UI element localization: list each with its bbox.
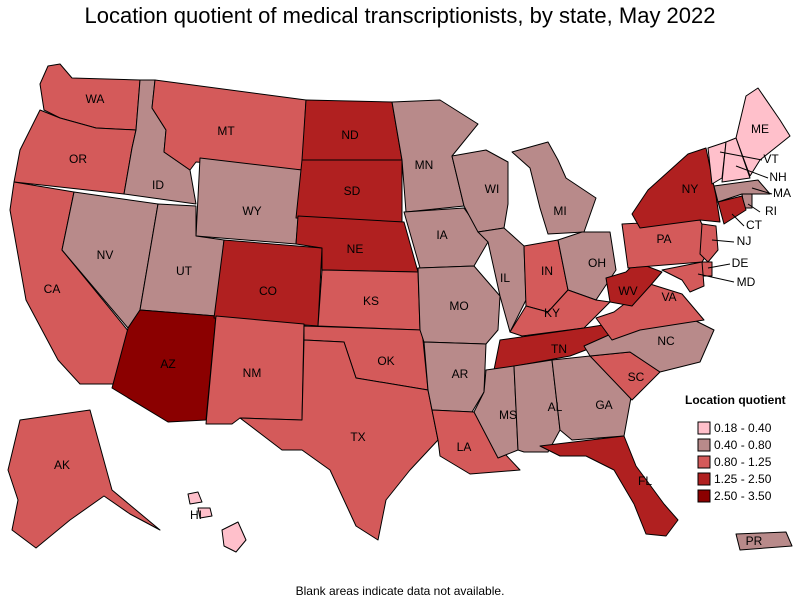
state-label-az: AZ — [160, 357, 175, 371]
state-wi — [451, 149, 509, 233]
state-label-ar: AR — [452, 367, 469, 381]
state-md — [661, 261, 705, 293]
state-label-ok: OK — [377, 354, 394, 368]
state-label-la: LA — [457, 440, 472, 454]
state-label-ks: KS — [363, 294, 379, 308]
state-label-me: ME — [751, 122, 769, 136]
state-label-id: ID — [152, 178, 164, 192]
state-fl — [539, 435, 679, 537]
state-label-nd: ND — [341, 128, 359, 142]
leader-line-md — [697, 273, 735, 283]
state-ct — [717, 195, 747, 225]
state-va — [595, 283, 705, 341]
state-label-de: DE — [732, 256, 749, 270]
state-label-md: MD — [737, 275, 756, 289]
state-label-mi: MI — [553, 204, 566, 218]
leader-line-ma — [751, 187, 773, 195]
legend: Location quotient 0.18 - 0.40 0.40 - 0.80… — [685, 393, 786, 503]
state-label-or: OR — [69, 152, 87, 166]
state-il — [477, 227, 527, 333]
leader-line-de — [707, 263, 731, 269]
legend-title: Location quotient — [685, 393, 786, 407]
state-label-nm: NM — [243, 366, 262, 380]
state-label-ut: UT — [176, 264, 193, 278]
leader-line-vt — [719, 151, 763, 161]
state-label-vt: VT — [763, 152, 779, 166]
state-label-in: IN — [541, 264, 553, 278]
state-label-sd: SD — [344, 184, 361, 198]
state-label-ne: NE — [347, 242, 364, 256]
legend-swatch-3 — [697, 472, 711, 486]
leader-line-nj — [711, 239, 735, 243]
state-wv — [605, 261, 663, 307]
state-de — [701, 261, 713, 277]
state-label-nh: NH — [769, 170, 786, 184]
state-label-ak: AK — [54, 458, 70, 472]
state-label-fl: FL — [638, 474, 652, 488]
state-label-ma: MA — [773, 186, 791, 200]
state-label-tx: TX — [350, 430, 365, 444]
state-wy — [195, 157, 303, 245]
state-label-co: CO — [259, 284, 277, 298]
state-nj — [699, 223, 719, 263]
state-tx — [239, 339, 439, 541]
legend-label-1: 0.40 - 0.80 — [714, 438, 772, 452]
state-mo — [417, 265, 501, 345]
legend-label-0: 0.18 - 0.40 — [714, 421, 772, 435]
state-label-tn: TN — [551, 342, 567, 356]
legend-swatch-4 — [697, 489, 711, 503]
leader-line-ri — [747, 203, 761, 213]
legend-swatch-1 — [697, 438, 711, 452]
state-pr — [735, 531, 793, 551]
state-label-ms: MS — [499, 408, 517, 422]
state-label-il: IL — [500, 271, 510, 285]
legend-label-4: 2.50 - 3.50 — [714, 489, 772, 503]
state-label-ky: KY — [544, 306, 560, 320]
legend-label-2: 0.80 - 1.25 — [714, 455, 772, 469]
state-label-ny: NY — [682, 182, 699, 196]
state-label-wi: WI — [485, 182, 500, 196]
legend-swatch-0 — [697, 421, 711, 435]
leader-lines — [697, 151, 773, 283]
state-label-nc: NC — [657, 334, 675, 348]
leader-line-nh — [735, 165, 769, 179]
state-label-wy: WY — [242, 204, 261, 218]
state-label-ia: IA — [436, 228, 447, 242]
state-label-wv: WV — [618, 284, 637, 298]
state-label-al: AL — [548, 400, 563, 414]
legend-swatch-2 — [697, 455, 711, 469]
legend-label-3: 1.25 - 2.50 — [714, 472, 772, 486]
state-me — [735, 87, 791, 177]
state-ky — [509, 289, 611, 337]
state-label-ri: RI — [765, 204, 777, 218]
state-ia — [403, 207, 489, 269]
map-title: Location quotient of medical transcripti… — [84, 3, 716, 28]
state-mi — [511, 141, 597, 235]
state-nh — [721, 137, 751, 183]
labels-layer: WA OR CA ID NV MT WY UT AZ CO NM ND SD NE KS OK TX MN IA MO… — [44, 92, 791, 548]
state-label-sc: SC — [628, 370, 645, 384]
state-hi — [187, 491, 247, 553]
state-co — [213, 239, 323, 327]
footnote: Blank areas indicate data not available. — [295, 584, 505, 598]
state-label-hi: HI — [190, 508, 202, 522]
leader-line-ct — [731, 213, 745, 227]
state-label-nv: NV — [97, 248, 114, 262]
state-label-pr: PR — [746, 534, 763, 548]
state-ak — [7, 409, 161, 549]
state-label-va: VA — [661, 290, 676, 304]
state-label-ga: GA — [595, 398, 612, 412]
state-label-wa: WA — [86, 92, 105, 106]
state-label-nj: NJ — [737, 234, 752, 248]
state-label-oh: OH — [588, 256, 606, 270]
state-label-ca: CA — [44, 282, 61, 296]
state-label-ct: CT — [746, 218, 763, 232]
states-layer — [7, 63, 793, 553]
state-label-mt: MT — [217, 124, 235, 138]
state-label-pa: PA — [656, 232, 671, 246]
state-ny — [631, 147, 721, 229]
state-label-mn: MN — [415, 158, 434, 172]
state-label-mo: MO — [449, 299, 468, 313]
